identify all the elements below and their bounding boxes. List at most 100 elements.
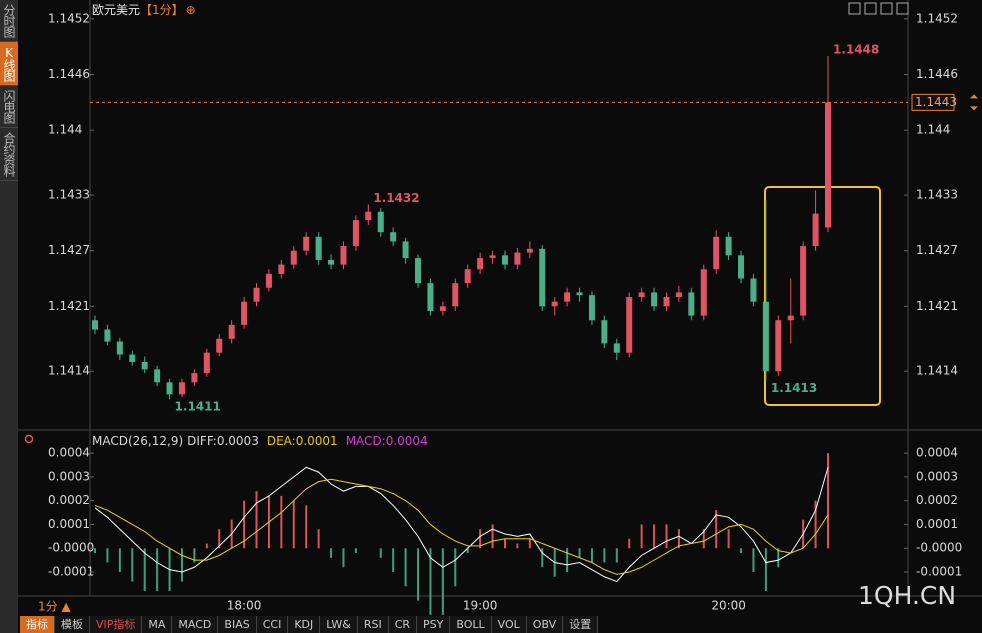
candle-body xyxy=(725,236,732,256)
candle-body xyxy=(427,283,434,311)
candle-body xyxy=(464,269,471,284)
toolbar-item[interactable]: KDJ xyxy=(288,616,321,633)
icon[interactable] xyxy=(864,2,877,15)
icon[interactable] xyxy=(896,2,909,15)
y-tick-label-right: 1.1446 xyxy=(916,67,958,81)
toolbar: 指标 模板 VIP指标 MA MACD BIAS CCI KDJ LW& RSI CR PSY BOLL… xyxy=(20,616,599,633)
candle-body xyxy=(141,361,148,370)
symbol: 欧元美元 xyxy=(92,3,140,17)
add-icon[interactable]: ⊕ xyxy=(186,3,196,17)
candle-body xyxy=(539,248,546,307)
y-tick-label: 0.0003 xyxy=(48,469,90,483)
toolbar-item[interactable]: 模板 xyxy=(55,616,90,633)
y-tick-label-right: 1.1433 xyxy=(916,188,958,202)
candle-body xyxy=(92,320,98,330)
candle-body xyxy=(501,255,508,265)
last-price-tag xyxy=(911,93,955,111)
chart: 欧元美元【1分】 ⊕ MACD(26,12,9) DIFF:0.0003 DEA:0.… xyxy=(18,0,982,615)
title: 欧元美元【1分】 ⊕ xyxy=(92,3,196,17)
extreme-label: 1.1448 xyxy=(833,42,879,56)
candle-body xyxy=(800,246,807,316)
watermark: 1QH.CN xyxy=(858,581,956,610)
candle-body xyxy=(564,292,571,302)
candle-body xyxy=(390,232,397,242)
y-tick-label-right: 0.0001 xyxy=(916,517,958,531)
candle-body xyxy=(713,236,720,270)
candle-body xyxy=(688,292,695,316)
tab[interactable]: 合约资料 xyxy=(0,128,18,181)
candle-body xyxy=(166,382,173,395)
candle-body xyxy=(303,236,310,251)
dea-line xyxy=(94,478,829,575)
dea-label: DEA:0.0001 xyxy=(267,434,338,448)
candle-body xyxy=(489,255,496,259)
sidebar: 分时图 K线图 闪电图 合约资料 xyxy=(0,0,18,633)
icon[interactable] xyxy=(880,2,893,15)
y-tick-label: 1.144 xyxy=(48,123,82,137)
extreme-label: 1.1413 xyxy=(771,381,817,395)
toolbar-item[interactable]: VOL xyxy=(492,616,527,633)
y-tick-label: 0.0002 xyxy=(48,493,90,507)
candle-body xyxy=(116,341,123,355)
toolbar-item[interactable]: 指标 xyxy=(20,616,55,633)
candle-body xyxy=(514,252,521,265)
icon[interactable] xyxy=(848,2,861,15)
candle-body xyxy=(551,301,558,307)
tab[interactable]: 闪电图 xyxy=(0,86,18,128)
last-price-arrow xyxy=(970,94,978,111)
y-tick-label-right: 0.0002 xyxy=(916,493,958,507)
candle-body xyxy=(638,292,645,298)
candle-body xyxy=(601,320,608,344)
y-tick-label-right: 1.144 xyxy=(916,123,950,137)
extreme-label: 1.1432 xyxy=(373,191,419,205)
toolbar-item[interactable]: 设置 xyxy=(563,616,599,633)
x-tick-label: 19:00 xyxy=(463,599,498,613)
candle-body xyxy=(651,292,658,307)
candle-body xyxy=(290,250,297,265)
y-tick-label-right: 1.1414 xyxy=(916,364,958,378)
candle-body xyxy=(352,220,359,247)
toolbar-item[interactable]: VIP指标 xyxy=(90,616,143,633)
candle-body xyxy=(328,259,335,265)
y-tick-label: 1.1433 xyxy=(48,188,90,202)
candle-body xyxy=(663,297,670,307)
y-tick-label: 1.1421 xyxy=(48,299,90,313)
diff-line xyxy=(94,466,829,583)
candle-body xyxy=(365,211,372,221)
toolbar-item[interactable]: OBV xyxy=(527,616,564,633)
candle-body xyxy=(738,255,745,279)
candle-body xyxy=(613,343,620,353)
candle-body xyxy=(477,258,484,270)
toolbar-item[interactable]: LW& xyxy=(320,616,358,633)
toolbar-item[interactable]: MA xyxy=(142,616,173,633)
toolbar-item[interactable]: MACD xyxy=(172,616,219,633)
candle-body xyxy=(178,382,185,395)
macd-name: MACD(26,12,9) xyxy=(92,434,183,448)
toolbar-item[interactable]: BOLL xyxy=(450,616,492,633)
candle-body xyxy=(104,329,111,342)
toolbar-item[interactable]: RSI xyxy=(358,616,389,633)
macd-legend: MACD(26,12,9) DIFF:0.0003 DEA:0.0001 MACD:0… xyxy=(92,434,428,448)
candle-body xyxy=(675,292,682,298)
toolbar-item[interactable]: CR xyxy=(389,616,418,633)
candle-body xyxy=(700,269,707,316)
toolbar-item[interactable]: BIAS xyxy=(218,616,257,633)
toolbar-item[interactable]: CCI xyxy=(257,616,289,633)
candle-body xyxy=(775,320,782,372)
candle-body xyxy=(129,354,136,362)
period-label[interactable]: 1分 ▲ xyxy=(38,600,71,614)
y-tick-label: 1.1427 xyxy=(48,243,90,257)
toolbar-item[interactable]: PSY xyxy=(417,616,451,633)
tab[interactable]: 分时图 xyxy=(0,0,18,42)
candle-body xyxy=(241,301,248,325)
candle-body xyxy=(203,352,210,374)
candle-body xyxy=(812,213,819,247)
indicator-icon[interactable] xyxy=(24,434,34,444)
candle-body xyxy=(787,315,794,321)
y-tick-label-right: 1.1427 xyxy=(916,243,958,257)
candle-body xyxy=(750,278,757,302)
y-tick-label: -0.0000 xyxy=(48,541,94,555)
tab[interactable]: K线图 xyxy=(0,42,18,86)
y-tick-label-right: -0.0001 xyxy=(916,565,962,579)
candle-body xyxy=(191,373,198,383)
